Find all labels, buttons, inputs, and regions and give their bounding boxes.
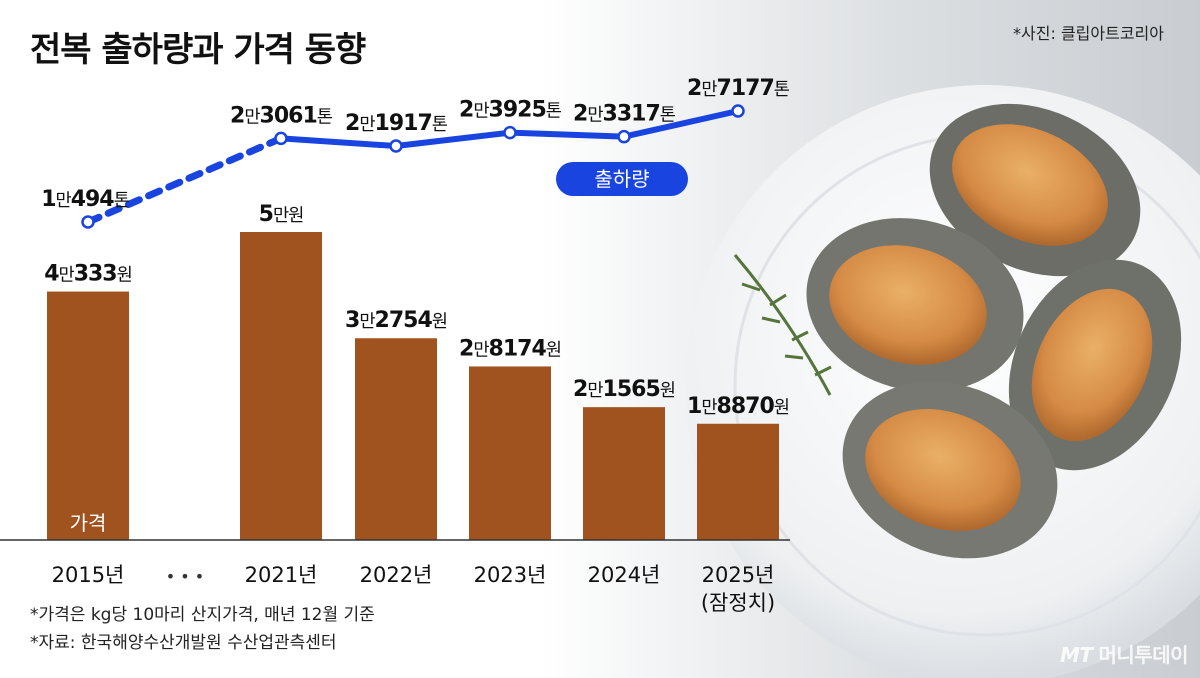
publisher-logo: MT 머니투데이 <box>1059 639 1189 668</box>
price-bar <box>697 423 779 540</box>
photo-credit: *사진: 클립아트코리아 <box>1013 24 1164 43</box>
volume-series-label: 출하량 <box>594 167 649 191</box>
price-value-label: 3만2754원 <box>345 308 447 333</box>
logo-text: 머니투데이 <box>1098 643 1189 667</box>
rosemary-illustration <box>733 254 832 396</box>
note-price-basis: *가격은 kg당 10마리 산지가격, 매년 12월 기준 <box>30 605 375 625</box>
volume-point <box>81 215 95 229</box>
volume-point <box>274 131 288 146</box>
price-value-label: 2만8174원 <box>459 336 561 361</box>
logo-mt: MT <box>1059 643 1093 667</box>
price-value-label: 5만원 <box>259 202 304 227</box>
price-bar <box>355 338 437 540</box>
volume-value-label: 2만3925톤 <box>459 98 562 123</box>
x-tick-label: 2023년 <box>474 563 547 587</box>
volume-point <box>617 129 631 144</box>
volume-point <box>503 125 517 140</box>
price-value-label: 1만8870원 <box>687 394 789 419</box>
axis-gap-marker: • • • <box>166 567 204 586</box>
note-source: *자료: 한국해양수산개발원 수산업관측센터 <box>30 633 337 653</box>
volume-value-label: 2만3317톤 <box>573 102 676 127</box>
volume-value-label: 2만3061톤 <box>230 103 333 128</box>
volume-value-label: 2만7177톤 <box>687 76 790 101</box>
price-bar <box>240 232 322 540</box>
volume-value-label: 1만494톤 <box>41 187 129 212</box>
price-value-label: 4만333원 <box>44 262 132 287</box>
price-series-label: 가격 <box>70 511 107 535</box>
volume-value-label: 2만1917톤 <box>345 111 448 136</box>
page-title: 전복 출하량과 가격 동향 <box>30 30 366 70</box>
volume-point <box>731 104 745 118</box>
volume-point <box>389 139 403 153</box>
price-bar <box>469 366 551 540</box>
x-tick-label: 2024년 <box>588 563 661 587</box>
x-tick-label: 2021년 <box>245 563 318 587</box>
volume-series-badge <box>556 162 688 196</box>
x-tick-label: 2025년 <box>702 563 775 587</box>
x-tick-label: 2022년 <box>360 563 433 587</box>
volume-line-dashed <box>84 134 285 226</box>
x-tick-sublabel: (잠정치) <box>701 591 775 615</box>
price-bar <box>47 291 129 540</box>
abalone-shells <box>806 103 1182 559</box>
x-tick-label: 2015년 <box>52 563 125 587</box>
price-bar <box>583 407 665 540</box>
price-value-label: 2만1565원 <box>573 377 675 402</box>
